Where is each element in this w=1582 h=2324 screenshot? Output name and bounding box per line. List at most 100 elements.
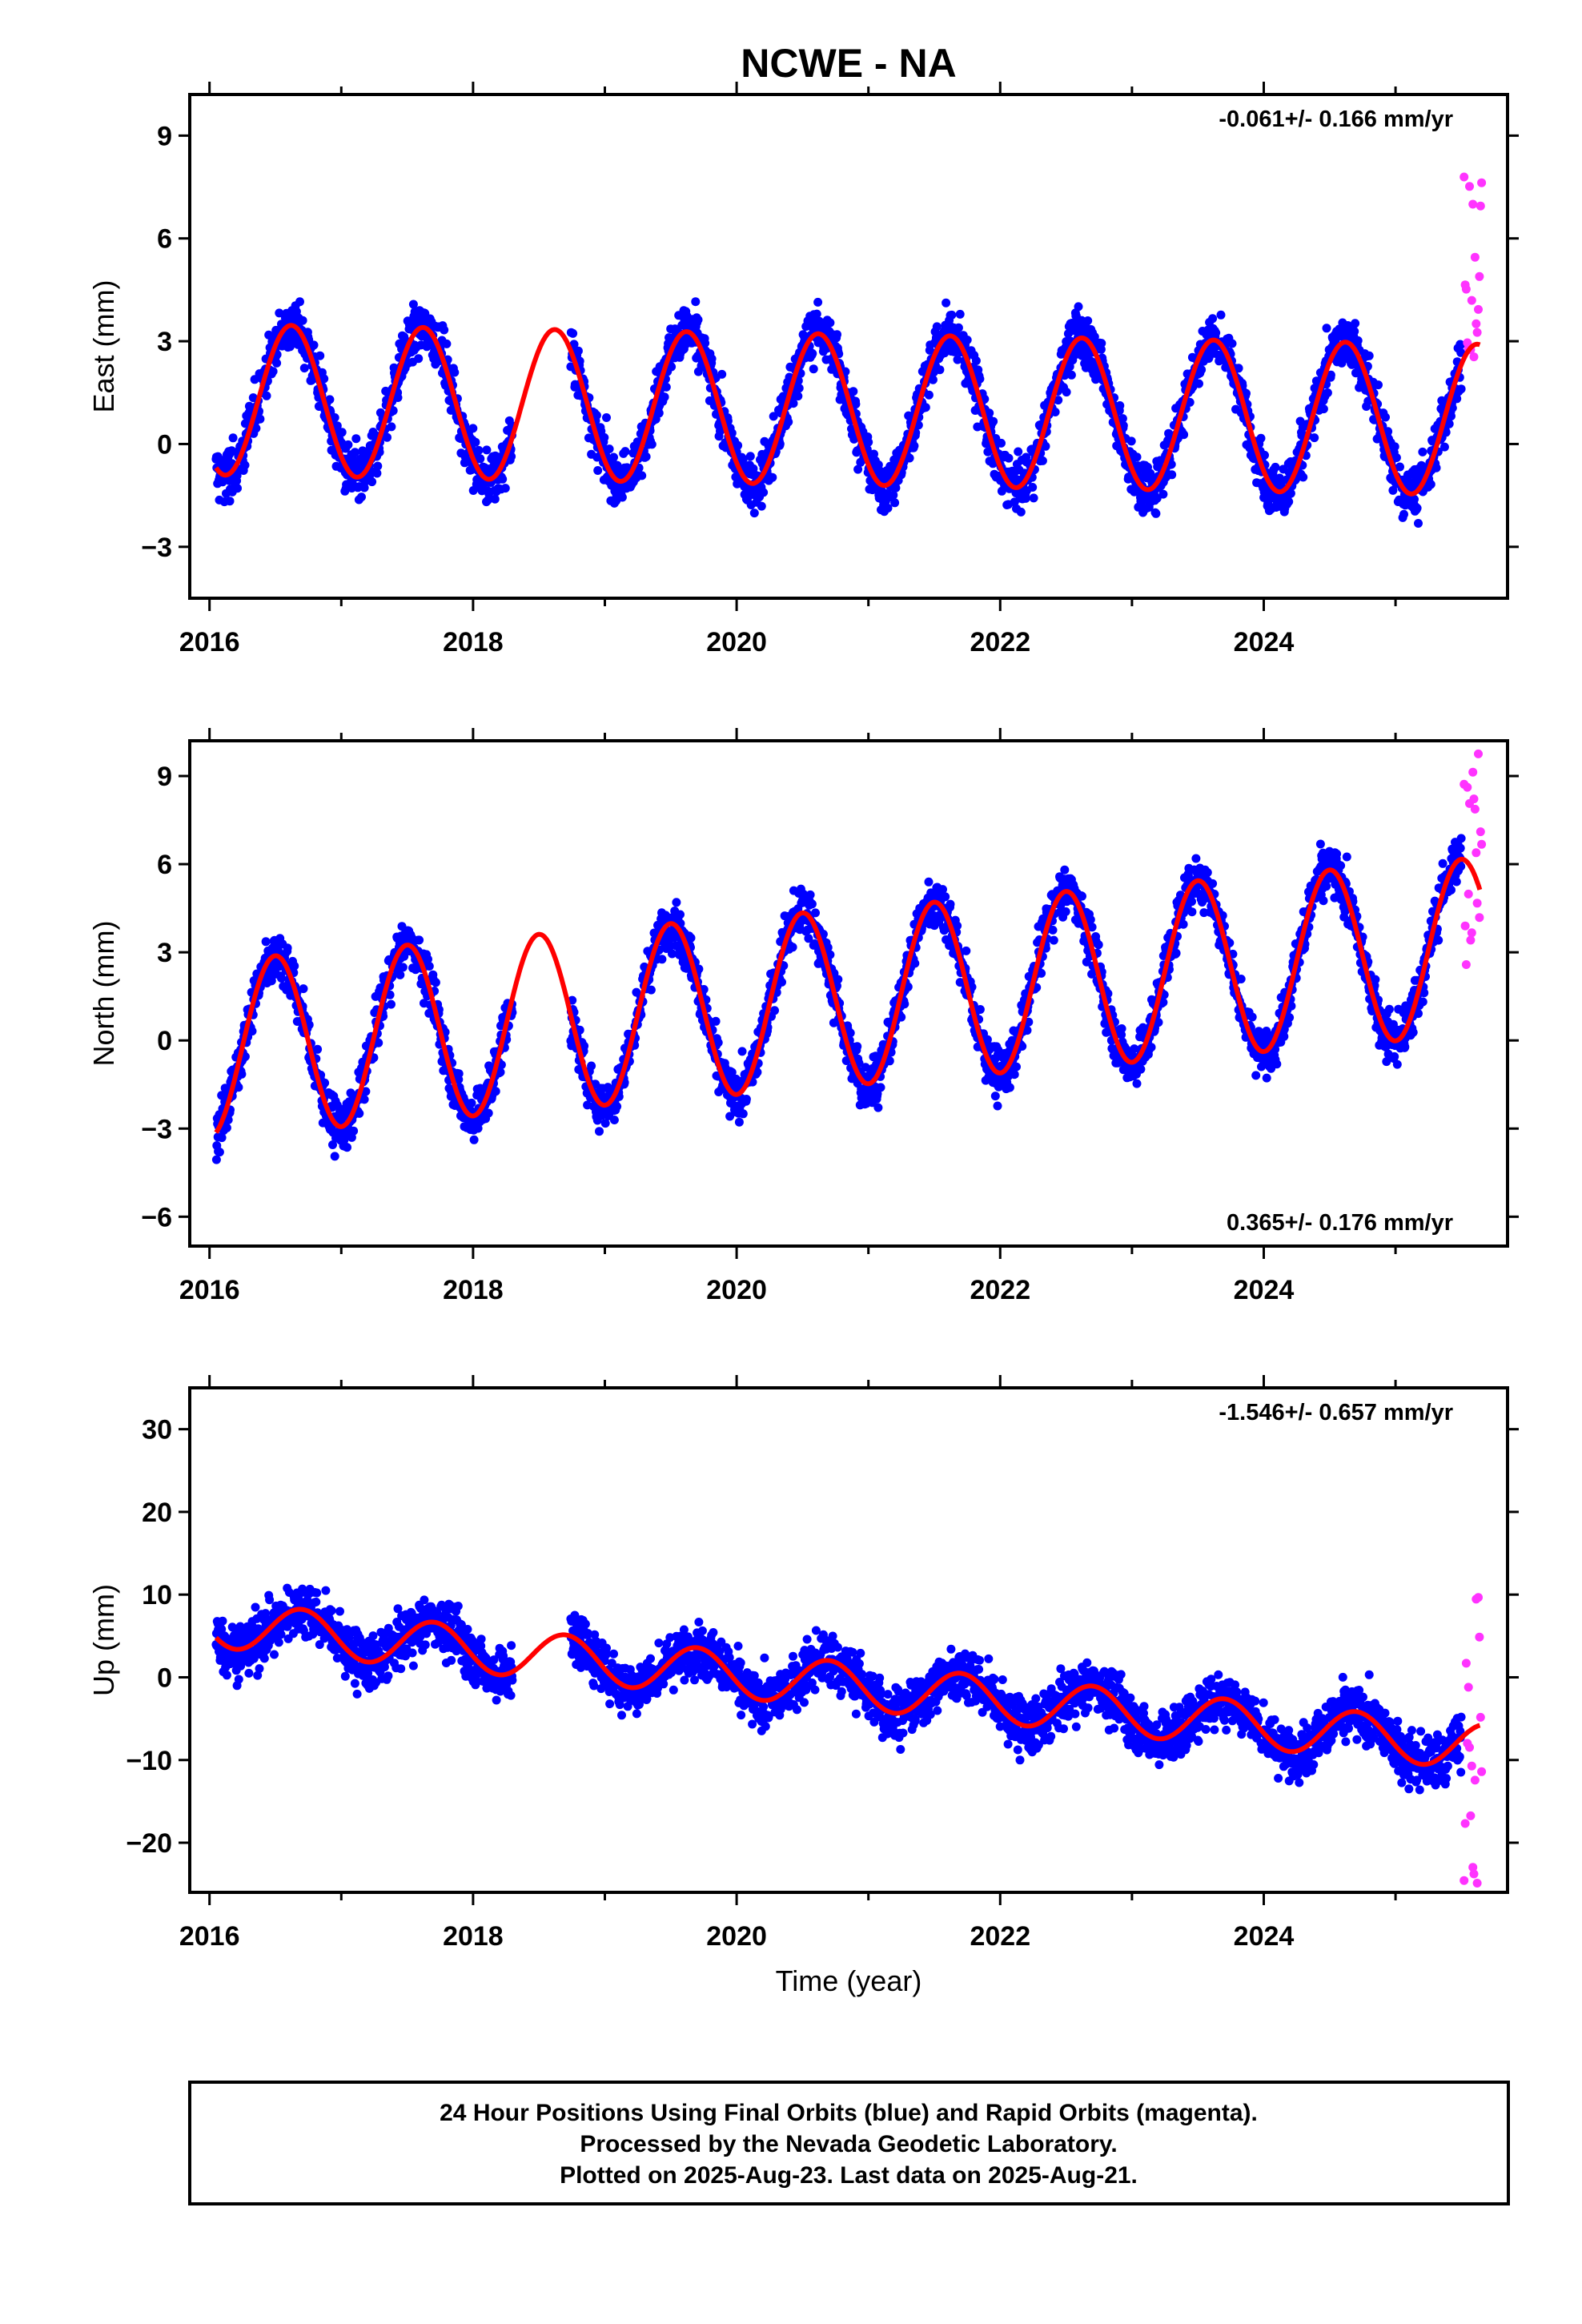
data-point <box>415 935 424 945</box>
data-point <box>962 336 972 344</box>
data-point <box>1452 394 1462 404</box>
data-point <box>233 484 242 493</box>
data-point <box>468 424 478 433</box>
data-point <box>408 300 418 309</box>
data-point <box>1054 396 1063 405</box>
data-point <box>476 454 485 464</box>
data-point <box>1323 388 1332 397</box>
data-point <box>668 949 677 959</box>
data-point <box>1166 460 1176 469</box>
x-tick-label: 2016 <box>179 627 240 657</box>
data-point <box>1260 450 1269 460</box>
rapid-point <box>1475 271 1484 281</box>
data-point <box>985 408 994 418</box>
data-point <box>343 1143 351 1152</box>
data-point <box>251 424 261 433</box>
model-curve <box>214 323 1481 497</box>
data-point <box>741 1095 751 1104</box>
data-point <box>617 493 627 502</box>
chart-title: NCWE - NA <box>741 41 956 86</box>
data-point <box>490 494 500 504</box>
data-point <box>1012 1062 1021 1072</box>
rapid-point <box>1461 284 1471 294</box>
data-point <box>573 346 583 356</box>
rapid-point <box>1468 199 1478 209</box>
data-point <box>414 354 424 364</box>
data-point <box>1350 327 1359 336</box>
data-point <box>498 474 508 484</box>
data-point <box>372 468 382 478</box>
data-point <box>223 1115 233 1124</box>
data-point <box>299 364 309 373</box>
data-point <box>1456 384 1466 394</box>
data-point <box>215 1148 224 1157</box>
data-point <box>851 400 861 409</box>
data-point <box>825 318 835 328</box>
rate-label: -0.061+/- 0.166 mm/yr <box>1219 107 1453 132</box>
data-point <box>1414 519 1423 528</box>
data-point <box>351 434 361 444</box>
data-point <box>393 393 403 402</box>
data-point <box>295 297 304 307</box>
data-point <box>749 509 759 518</box>
data-point <box>337 428 347 437</box>
y-tick-label: 0 <box>157 429 172 460</box>
data-point <box>1390 442 1399 452</box>
data-point <box>1158 489 1168 499</box>
data-point <box>234 1083 243 1092</box>
data-point <box>309 340 319 350</box>
data-point <box>228 433 238 443</box>
data-point <box>1060 865 1070 875</box>
data-point <box>355 1108 364 1118</box>
data-point <box>383 432 391 442</box>
data-point <box>637 471 647 480</box>
data-point <box>1444 419 1454 428</box>
data-point <box>910 959 920 968</box>
data-point <box>768 472 777 482</box>
rapid-point <box>1467 296 1476 305</box>
data-point <box>947 310 957 320</box>
rapid-point <box>1476 201 1485 211</box>
data-point <box>267 976 276 986</box>
data-point <box>604 444 614 454</box>
data-point <box>580 1041 589 1051</box>
data-point <box>227 446 236 456</box>
data-point <box>359 1095 369 1104</box>
data-point <box>330 413 339 422</box>
data-point <box>890 498 900 508</box>
data-point <box>1117 1024 1126 1033</box>
x-tick-label: 2024 <box>1234 627 1295 657</box>
data-point <box>737 1047 747 1056</box>
data-point <box>349 1126 359 1136</box>
data-point <box>667 362 677 372</box>
data-point <box>1383 427 1393 436</box>
data-point <box>660 392 669 402</box>
rapid-point <box>1472 319 1481 328</box>
data-point <box>691 297 701 307</box>
data-point <box>1021 493 1030 503</box>
data-point <box>646 985 656 995</box>
data-point <box>1041 441 1050 451</box>
data-point <box>575 1025 584 1035</box>
data-point <box>1391 453 1401 462</box>
data-point <box>1374 380 1383 390</box>
data-point <box>325 395 335 404</box>
data-point <box>491 1087 500 1096</box>
data-point <box>450 368 460 377</box>
data-point <box>813 297 823 307</box>
data-point <box>924 390 934 400</box>
data-point <box>222 1123 231 1132</box>
data-point <box>1004 453 1014 463</box>
data-point <box>1410 494 1419 504</box>
data-point <box>240 460 250 470</box>
data-point <box>711 1016 721 1026</box>
data-point <box>620 447 630 456</box>
data-point <box>853 1042 862 1051</box>
data-point <box>255 414 265 424</box>
rapid-point <box>1474 304 1483 314</box>
data-point <box>1014 447 1023 456</box>
data-point <box>290 961 299 971</box>
data-point <box>1299 472 1308 482</box>
